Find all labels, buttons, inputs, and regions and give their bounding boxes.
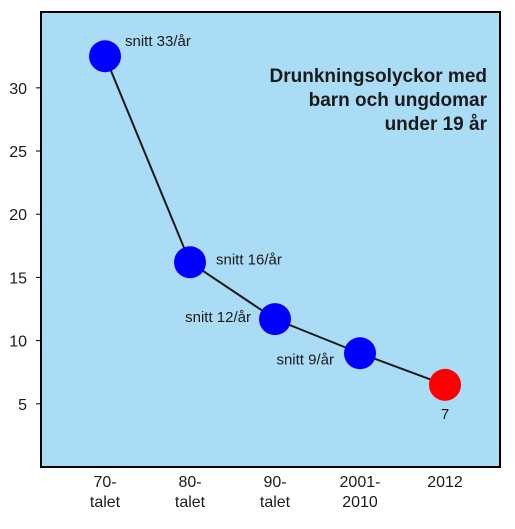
chart-title-line: under 19 år: [385, 114, 488, 135]
data-label: snitt 9/år: [276, 351, 334, 368]
chart-title: Drunkningsolyckor med barn och ungdomar un…: [270, 66, 488, 135]
y-tick-label: 30: [9, 81, 27, 98]
y-tick-label: 25: [9, 144, 27, 161]
data-point: [344, 337, 376, 370]
data-label: snitt 33/år: [125, 33, 191, 50]
x-tick-label: talet: [90, 494, 121, 511]
data-point: [89, 40, 121, 73]
x-tick-label: 80-: [178, 474, 201, 491]
data-label: 7: [441, 406, 449, 423]
x-tick-label: talet: [260, 494, 291, 511]
data-point: [174, 246, 206, 279]
y-tick-label: 15: [9, 270, 27, 287]
y-tick-label: 20: [9, 207, 27, 224]
data-point-highlight: [429, 368, 461, 401]
chart-title-line: barn och ungdomar: [309, 90, 488, 111]
data-label: snitt 12/år: [185, 309, 251, 326]
y-axis: 5 10 15 20 25 30: [9, 81, 41, 414]
x-tick-label: 70-: [93, 474, 116, 491]
y-tick-label: 5: [18, 397, 27, 414]
x-tick-label: 90-: [263, 474, 286, 491]
point-labels: snitt 33/år snitt 16/år snitt 12/år snitt 9…: [125, 33, 449, 423]
y-tick-label: 10: [9, 334, 27, 351]
chart-title-line: Drunkningsolyckor med: [270, 66, 488, 87]
x-tick-label: 2012: [427, 474, 463, 491]
x-axis: 70- talet 80- talet 90- talet 2001- 2010 2012: [90, 474, 463, 511]
series: [89, 40, 461, 401]
x-tick-label: talet: [175, 494, 206, 511]
data-label: snitt 16/år: [216, 251, 282, 268]
x-tick-label: 2010: [342, 494, 378, 511]
x-tick-label: 2001-: [340, 474, 381, 491]
data-point: [259, 303, 291, 336]
